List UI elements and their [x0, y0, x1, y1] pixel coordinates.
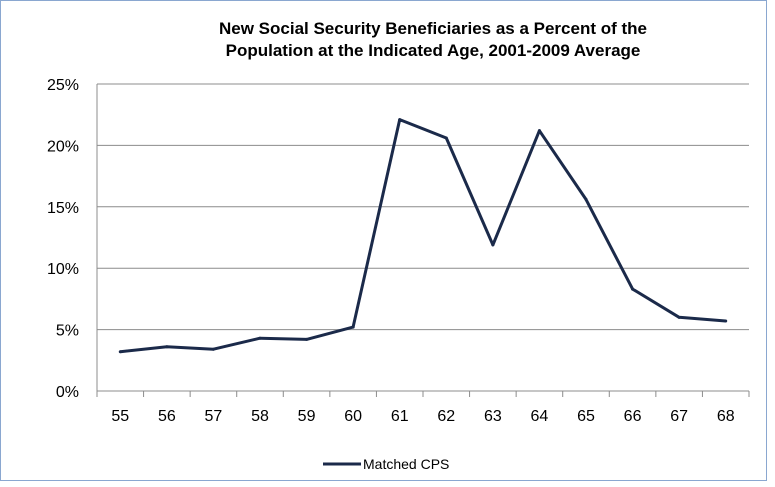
x-tick-label: 64: [531, 408, 549, 425]
y-axis-tick-labels: 0% 5% 10% 15% 20% 25%: [47, 77, 79, 401]
data-point: [444, 136, 448, 140]
data-point: [491, 243, 495, 247]
gridlines: [97, 83, 749, 331]
data-point: [584, 197, 588, 201]
y-tick-label: 0%: [56, 384, 79, 401]
data-point: [305, 337, 309, 341]
x-tick-label: 63: [484, 408, 502, 425]
chart-title-line-1: New Social Security Beneficiaries as a P…: [219, 19, 647, 38]
x-tick-label: 67: [670, 408, 688, 425]
data-point: [351, 325, 355, 329]
x-tick-label: 59: [298, 408, 316, 425]
line-chart: New Social Security Beneficiaries as a P…: [47, 19, 750, 472]
data-point: [211, 347, 215, 351]
y-tick-label: 5%: [56, 323, 79, 340]
x-tick-label: 68: [717, 408, 735, 425]
y-tick-label: 10%: [47, 261, 79, 278]
data-point: [537, 129, 541, 133]
chart-frame: New Social Security Beneficiaries as a P…: [0, 0, 767, 481]
data-point: [631, 287, 635, 291]
x-tick-label: 62: [437, 408, 455, 425]
x-tick-label: 56: [158, 408, 176, 425]
data-point: [258, 336, 262, 340]
x-tick-label: 61: [391, 408, 409, 425]
legend: Matched CPS: [323, 456, 449, 472]
data-point: [398, 118, 402, 122]
x-tick-label: 57: [205, 408, 223, 425]
data-point: [724, 319, 728, 323]
x-tick-label: 60: [344, 408, 362, 425]
data-point: [165, 345, 169, 349]
x-tick-label: 55: [111, 408, 129, 425]
data-point: [118, 350, 122, 354]
chart-title-line-2: Population at the Indicated Age, 2001-20…: [226, 41, 641, 60]
y-tick-label: 25%: [47, 77, 79, 94]
x-tick-label: 58: [251, 408, 269, 425]
data-point: [677, 315, 681, 319]
x-tick-label: 65: [577, 408, 595, 425]
axes: [96, 84, 750, 397]
y-tick-label: 15%: [47, 200, 79, 217]
series-line-matched-cps: [120, 118, 726, 354]
y-tick-label: 20%: [47, 138, 79, 155]
x-axis-tick-labels: 55 56 57 58 59 60 61 62 63 64 65 66 67 68: [111, 408, 734, 425]
series-lines: [118, 118, 728, 354]
x-tick-label: 66: [624, 408, 642, 425]
legend-label-matched-cps: Matched CPS: [363, 456, 449, 472]
